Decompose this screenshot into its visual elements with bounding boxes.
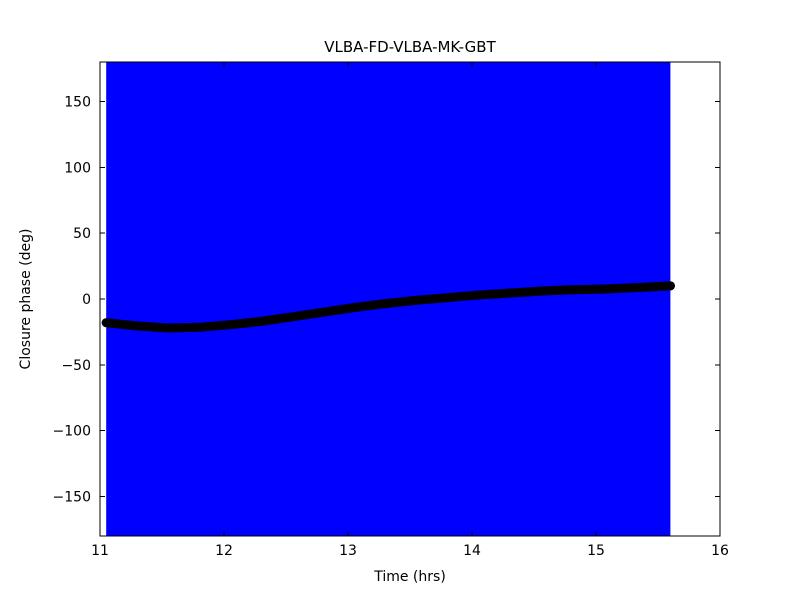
- data-point-marker: [349, 303, 359, 313]
- y-axis-label: Closure phase (deg): [18, 229, 34, 370]
- data-point-marker: [411, 295, 421, 305]
- data-point-marker: [473, 290, 483, 300]
- y-tick-label: −100: [53, 424, 91, 440]
- data-point-marker: [132, 321, 142, 331]
- data-point-marker: [535, 286, 545, 296]
- data-point-marker: [665, 281, 675, 291]
- x-tick-label: 15: [587, 543, 605, 559]
- data-point-marker: [628, 283, 638, 293]
- plot-area: 11 12 13 14 15 16 −150 −100 −50 0 50 100 150: [53, 61, 729, 559]
- data-point-marker: [256, 316, 266, 326]
- chart-title: VLBA-FD-VLBA-MK-GBT: [324, 38, 496, 56]
- y-tick-label: 50: [73, 226, 91, 242]
- x-tick-label: 14: [463, 543, 481, 559]
- data-point-marker: [101, 318, 111, 328]
- x-tick-label: 13: [339, 543, 357, 559]
- data-point-marker: [225, 320, 235, 330]
- data-point-marker: [597, 284, 607, 294]
- data-point-marker: [287, 312, 297, 322]
- x-tick-label: 12: [215, 543, 233, 559]
- x-axis-label: Time (hrs): [373, 569, 446, 585]
- data-point-marker: [318, 307, 328, 317]
- y-tick-label: 100: [64, 160, 91, 176]
- x-tick-label: 11: [91, 543, 109, 559]
- data-point-marker: [504, 288, 514, 298]
- data-point-marker: [442, 293, 452, 303]
- data-point-marker: [566, 285, 576, 295]
- x-tick-label: 16: [711, 543, 729, 559]
- y-tick-label: −50: [61, 358, 91, 374]
- y-tick-label: 150: [64, 95, 91, 111]
- y-tick-label: 0: [82, 292, 91, 308]
- y-tick-label: −150: [53, 490, 91, 506]
- data-point-marker: [194, 322, 204, 332]
- data-point-marker: [380, 299, 390, 309]
- data-point-marker: [163, 323, 173, 333]
